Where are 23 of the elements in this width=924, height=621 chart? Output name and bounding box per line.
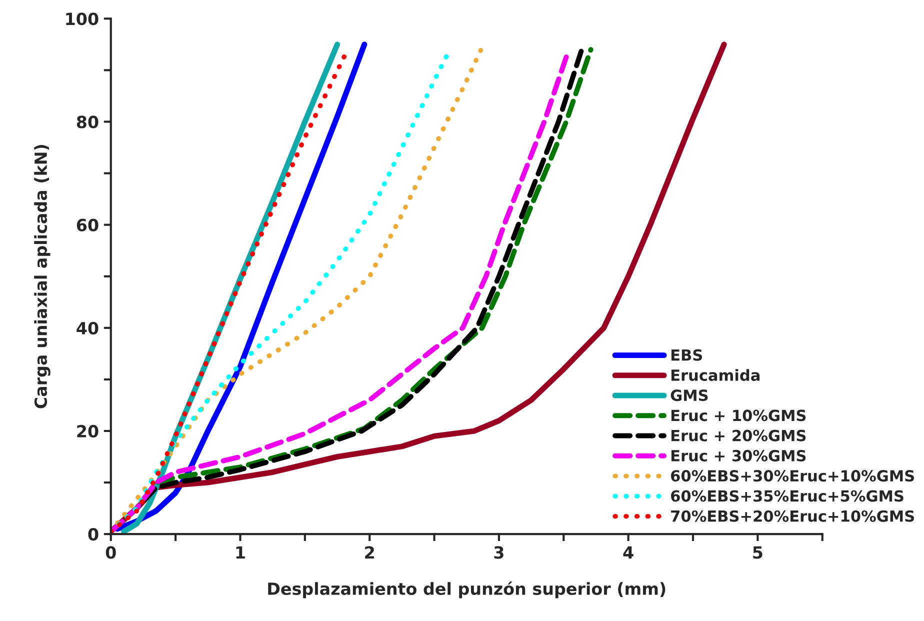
x-tick-label: 0	[106, 546, 116, 559]
x-tick-label: 5	[753, 546, 762, 559]
x-axis-title: Desplazamiento del punzón superior (mm)	[268, 581, 666, 598]
legend-label: Eruc + 30%GMS	[671, 450, 806, 462]
y-axis-title: Carga uniaxial aplicada (kN)	[34, 144, 50, 408]
legend-label: EBS	[671, 349, 702, 361]
legend-label: 70%EBS+20%Eruc+10%GMS	[671, 510, 914, 522]
legend-label: Eruc + 10%GMS	[671, 410, 806, 422]
legend-label: 60%EBS+30%Eruc+10%GMS	[671, 470, 914, 482]
x-tick-label: 3	[494, 546, 504, 559]
legend-label: GMS	[670, 390, 708, 402]
y-tick-label: 80	[76, 116, 98, 128]
x-tick-label: 1	[236, 546, 245, 559]
x-tick-label: 4	[623, 546, 634, 559]
legend-label: Erucamida	[671, 369, 760, 381]
y-tick-label: 100	[66, 12, 98, 26]
y-tick-label: 40	[76, 322, 98, 334]
legend-label: 60%EBS+35%Eruc+5%GMS	[671, 490, 904, 502]
x-tick-label: 2	[365, 546, 374, 559]
y-tick-label: 60	[76, 218, 98, 232]
y-tick-label: 0	[88, 528, 98, 541]
y-tick-label: 20	[77, 424, 98, 438]
legend-label: Eruc + 20%GMS	[671, 430, 806, 442]
